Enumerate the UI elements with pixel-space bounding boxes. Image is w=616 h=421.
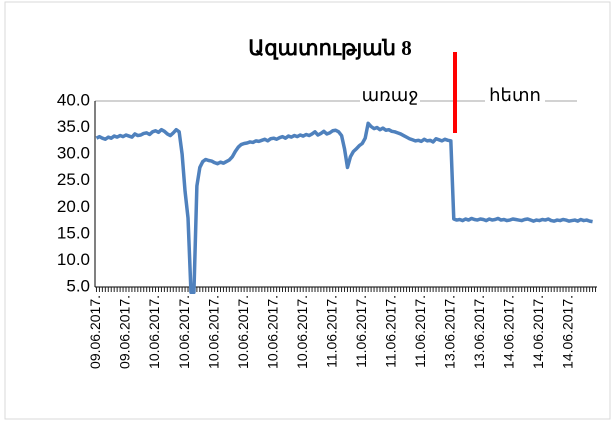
- y-tick-label: 5.0: [66, 276, 90, 295]
- data-line: [95, 121, 593, 295]
- x-tick-label: 14.06.2017.: [560, 295, 576, 369]
- y-tick-label: 40.0: [57, 90, 90, 109]
- annotation: հետո: [489, 85, 541, 105]
- annotation-bg: [485, 85, 545, 109]
- y-tick-label: 30.0: [57, 144, 90, 163]
- annotation-bg: [360, 85, 420, 109]
- x-tick-label: 11.06.2017.: [382, 295, 398, 368]
- x-tick-label: 11.06.2017.: [323, 295, 339, 368]
- x-tick-label: 10.06.2017.: [235, 295, 251, 369]
- x-tick-label: 10.06.2017.: [176, 295, 192, 369]
- x-tick-label: 14.06.2017.: [530, 295, 546, 369]
- x-tick-label: 11.06.2017.: [353, 295, 369, 368]
- y-tick-label: 10.0: [57, 250, 90, 269]
- y-tick-label: 35.0: [57, 117, 90, 136]
- chart-title: Ազատության 8: [248, 36, 411, 60]
- x-tick-label: 09.06.2017.: [87, 295, 103, 369]
- x-tick-label: 10.06.2017.: [264, 295, 280, 369]
- x-tick-label: 13.06.2017.: [471, 295, 487, 369]
- x-tick-label: 14.06.2017.: [501, 295, 517, 369]
- x-tick-label: 10.06.2017.: [205, 295, 221, 369]
- x-tick-label: 13.06.2017.: [442, 295, 458, 369]
- x-tick-label: 10.06.2017.: [146, 295, 162, 369]
- x-tick-label: 09.06.2017.: [117, 295, 133, 369]
- x-tick-label: 10.06.2017.: [294, 295, 310, 369]
- x-tick-label: 11.06.2017.: [412, 295, 428, 368]
- y-tick-label: 20.0: [57, 197, 90, 216]
- chart-frame: [4, 1, 611, 420]
- annotation: առաջ: [362, 85, 419, 105]
- y-tick-label: 15.0: [57, 223, 90, 242]
- y-tick-label: 25.0: [57, 170, 90, 189]
